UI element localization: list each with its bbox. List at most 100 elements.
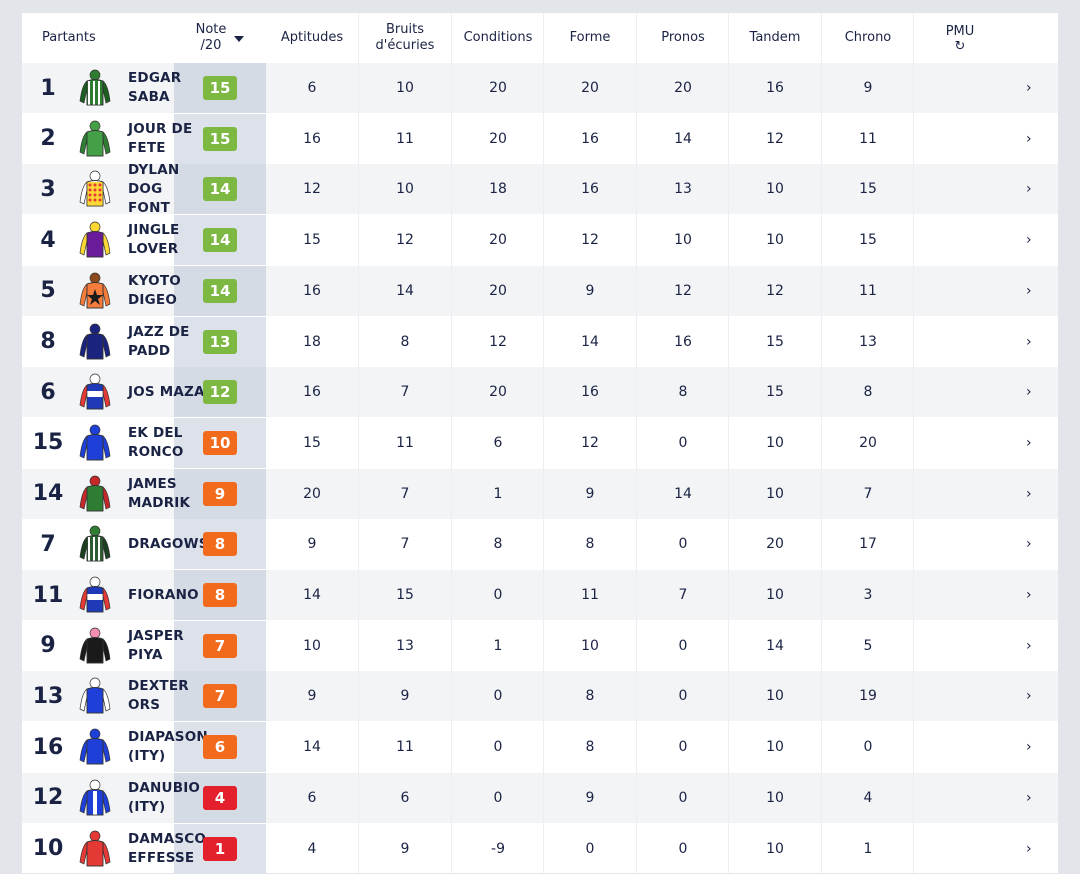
cell-chrono: 15 xyxy=(859,232,877,249)
header-bruits-line1: Bruits xyxy=(386,22,424,37)
table-row[interactable]: 10 DAMASCO EFFESSE 1 4 9 -9 0 0 10 1 › xyxy=(22,823,1058,874)
cell-conditions: 0 xyxy=(493,587,503,603)
horse-name[interactable]: JAZZ DE PADD xyxy=(128,323,190,359)
table-row[interactable]: 13 DEXTER ORS 7 9 9 0 8 0 10 19 › xyxy=(22,671,1058,722)
chevron-right-icon[interactable]: › xyxy=(1026,130,1032,147)
cell-forme: 20 xyxy=(581,80,599,96)
cell-aptitudes: 14 xyxy=(303,739,321,756)
chevron-right-icon[interactable]: › xyxy=(1026,384,1032,401)
chevron-right-icon[interactable]: › xyxy=(1026,333,1032,350)
horse-name[interactable]: JINGLE LOVER xyxy=(128,222,180,258)
cell-conditions: 12 xyxy=(489,333,507,350)
chevron-right-icon[interactable]: › xyxy=(1026,789,1032,806)
table-row[interactable]: 9 JASPER PIYA 7 10 13 1 10 0 14 5 › xyxy=(22,620,1058,671)
cell-tandem: 10 xyxy=(766,840,784,857)
note-badge: 7 xyxy=(203,684,237,709)
table-row[interactable]: 6 JOS MAZA 12 16 7 20 16 8 15 8 › xyxy=(22,367,1058,418)
cell-pronos: 0 xyxy=(678,637,688,654)
horse-name[interactable]: JOS MAZA xyxy=(128,383,205,400)
table-row[interactable]: 15 EK DEL RONCO 10 15 11 6 12 0 10 20 › xyxy=(22,417,1058,468)
cell-conditions: 20 xyxy=(489,80,507,96)
column-divider xyxy=(636,13,637,873)
horse-name[interactable]: FIORANO xyxy=(128,586,199,603)
chevron-right-icon[interactable]: › xyxy=(1026,282,1032,299)
cell-pronos: 0 xyxy=(678,434,688,451)
cell-pronos: 13 xyxy=(674,181,692,198)
cell-bruits: 9 xyxy=(400,688,410,705)
cell-bruits: 14 xyxy=(396,282,414,299)
table-row[interactable]: 1 EDGAR SABA 15 6 10 20 20 20 16 9 › xyxy=(22,63,1058,113)
horse-name[interactable]: DANUBIO (ITY) xyxy=(128,779,201,815)
horse-name[interactable]: JOUR DE FETE xyxy=(128,120,193,156)
horse-name[interactable]: DIAPASON (ITY) xyxy=(128,729,208,765)
cell-bruits: 9 xyxy=(400,840,410,857)
chevron-right-icon[interactable]: › xyxy=(1026,587,1032,603)
chevron-right-icon[interactable]: › xyxy=(1026,434,1032,451)
chevron-right-icon[interactable]: › xyxy=(1026,840,1032,857)
header-note-label: Note xyxy=(195,22,227,37)
runner-number: 7 xyxy=(40,531,56,557)
note-badge: 14 xyxy=(203,228,237,253)
note-badge: 13 xyxy=(203,329,237,354)
table-row[interactable]: 7 DRAGOWS 8 9 7 8 8 0 20 17 › xyxy=(22,519,1058,570)
chevron-right-icon[interactable]: › xyxy=(1026,485,1032,502)
header-pronos[interactable]: Pronos xyxy=(661,30,705,45)
cell-forme: 12 xyxy=(581,232,599,249)
horse-name[interactable]: JAMES MADRIK xyxy=(128,475,191,511)
cell-bruits: 7 xyxy=(400,384,410,401)
chevron-right-icon[interactable]: › xyxy=(1026,232,1032,249)
cell-conditions: -9 xyxy=(491,840,505,857)
table-row[interactable]: 12 DANUBIO (ITY) 4 6 6 0 9 0 10 4 › xyxy=(22,772,1058,823)
cell-conditions: 20 xyxy=(489,232,507,249)
cell-tandem: 15 xyxy=(766,333,784,350)
cell-conditions: 18 xyxy=(489,181,507,198)
table-row[interactable]: 8 JAZZ DE PADD 13 18 8 12 14 16 15 13 › xyxy=(22,316,1058,367)
header-partants[interactable]: Partants xyxy=(42,30,96,45)
header-conditions[interactable]: Conditions xyxy=(463,30,533,45)
note-badge: 10 xyxy=(203,430,237,455)
horse-name[interactable]: KYOTO DIGEO xyxy=(128,272,181,308)
chevron-right-icon[interactable]: › xyxy=(1026,739,1032,756)
horse-name[interactable]: EDGAR SABA xyxy=(128,70,182,105)
cell-chrono: 8 xyxy=(863,384,873,401)
cell-aptitudes: 4 xyxy=(307,840,317,857)
chevron-right-icon[interactable]: › xyxy=(1026,80,1032,96)
chevron-right-icon[interactable]: › xyxy=(1026,181,1032,198)
horse-name[interactable]: DYLAN DOG FONT xyxy=(128,161,180,216)
sort-desc-icon[interactable] xyxy=(234,36,245,42)
horse-name[interactable]: DEXTER ORS xyxy=(128,678,189,714)
header-bruits[interactable]: Bruits d'écuries xyxy=(359,13,451,63)
refresh-icon[interactable]: ↻ xyxy=(954,38,966,54)
table-row[interactable]: 2 JOUR DE FETE 15 16 11 20 16 14 12 11 › xyxy=(22,113,1058,164)
header-forme[interactable]: Forme xyxy=(569,30,611,45)
table-row[interactable]: 3 DYLAN DOG FONT 14 12 10 18 16 13 10 15 › xyxy=(22,161,1058,216)
cell-tandem: 10 xyxy=(766,181,784,198)
column-divider xyxy=(728,13,729,873)
cell-aptitudes: 15 xyxy=(303,232,321,249)
horse-name[interactable]: DAMASCO EFFESSE xyxy=(128,830,207,866)
jockey-silk-icon xyxy=(78,627,112,665)
cell-chrono: 11 xyxy=(859,282,877,299)
cell-aptitudes: 16 xyxy=(303,130,321,147)
cell-pronos: 16 xyxy=(674,333,692,350)
table-row[interactable]: 4 JINGLE LOVER 14 15 12 20 12 10 10 15 › xyxy=(22,215,1058,266)
header-tandem[interactable]: Tandem xyxy=(749,30,801,45)
table-row[interactable]: 14 JAMES MADRIK 9 20 7 1 9 14 10 7 › xyxy=(22,468,1058,519)
table-row[interactable]: 11 FIORANO 8 14 15 0 11 7 10 3 › xyxy=(22,570,1058,620)
horse-name[interactable]: EK DEL RONCO xyxy=(128,424,184,460)
horse-name[interactable]: DRAGOWS xyxy=(128,535,209,552)
chevron-right-icon[interactable]: › xyxy=(1026,637,1032,654)
chevron-right-icon[interactable]: › xyxy=(1026,688,1032,705)
chevron-right-icon[interactable]: › xyxy=(1026,536,1032,553)
jockey-silk-icon xyxy=(78,221,112,259)
column-divider xyxy=(451,13,452,873)
runner-number: 15 xyxy=(32,430,64,456)
table-row[interactable]: 16 DIAPASON (ITY) 6 14 11 0 8 0 10 0 › xyxy=(22,722,1058,773)
header-chrono[interactable]: Chrono xyxy=(844,30,892,45)
cell-pronos: 14 xyxy=(674,485,692,502)
table-row[interactable]: 5 KYOTO DIGEO 14 16 14 20 9 12 12 11 › xyxy=(22,265,1058,316)
header-note[interactable]: Note /20 xyxy=(174,13,266,63)
header-aptitudes[interactable]: Aptitudes xyxy=(280,30,344,45)
horse-name[interactable]: JASPER PIYA xyxy=(128,627,184,663)
header-pmu[interactable]: PMU ↻ xyxy=(914,13,1006,63)
